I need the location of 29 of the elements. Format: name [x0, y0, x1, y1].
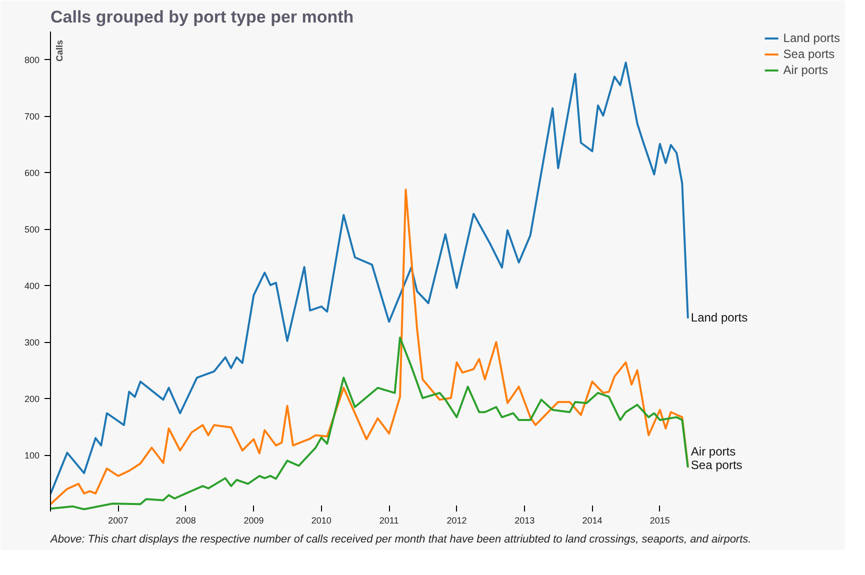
- x-tick-label: 2013: [514, 516, 535, 526]
- y-axis-title: Calls: [54, 40, 64, 62]
- text: Air ports: [690, 444, 736, 458]
- chart-title: Calls grouped by port type per month: [50, 8, 354, 26]
- x-tick-label: 2008: [176, 516, 196, 526]
- line-series: [50, 188, 689, 506]
- y-tick-label: 700: [24, 112, 40, 122]
- y-tick-label: 200: [24, 394, 40, 404]
- legend-label: Sea ports: [783, 47, 835, 61]
- x-tick-label: 2007: [108, 516, 128, 526]
- y-tick-label: 800: [24, 55, 40, 66]
- x-tick-label: 2011: [379, 516, 399, 526]
- line-series: [50, 336, 689, 510]
- x-tick-label: 2012: [446, 516, 467, 526]
- y-tick-label: 500: [24, 224, 40, 235]
- text: Sea ports: [690, 458, 742, 472]
- y-tick-label: 100: [24, 450, 40, 461]
- legend-label: Air ports: [783, 63, 828, 77]
- y-tick-label: 300: [24, 338, 40, 348]
- x-tick-label: 2009: [244, 516, 264, 526]
- line-series: [50, 62, 689, 495]
- y-tick-label: 600: [24, 168, 40, 178]
- x-tick-label: 2010: [311, 516, 332, 526]
- x-tick-label: 2015: [650, 516, 670, 526]
- text: Above: This chart displays the respective number of calls received per month that have been attriubted to land crossings, seaports, and airports.: [50, 534, 752, 546]
- y-tick-label: 400: [24, 281, 40, 292]
- text: Land ports: [690, 310, 748, 324]
- x-tick-label: 2014: [582, 516, 602, 526]
- legend-label: Land ports: [783, 31, 840, 45]
